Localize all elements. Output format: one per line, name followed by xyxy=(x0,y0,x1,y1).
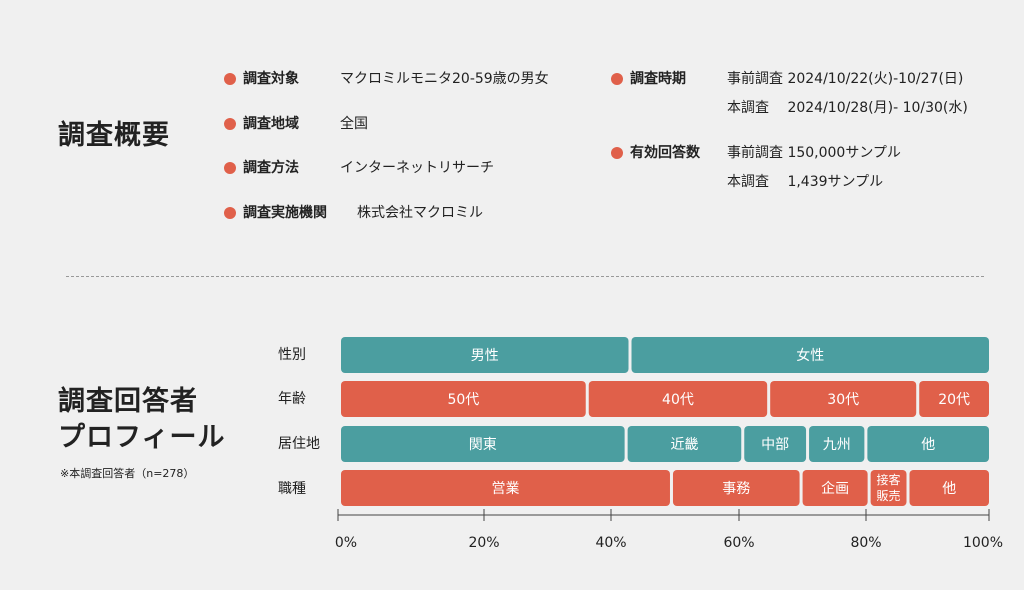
row-label: 居住地 xyxy=(278,436,320,452)
bar-segment xyxy=(867,426,989,462)
bar-segment-label: 九州 xyxy=(823,437,851,453)
x-tick-label: 0% xyxy=(335,535,357,551)
profile-heading-line1: 調査回答者 xyxy=(58,386,198,417)
profile-heading-line2: プロフィール xyxy=(58,422,226,453)
bar-segment xyxy=(341,426,625,462)
x-tick-label: 100% xyxy=(963,535,1003,551)
bar-segment-label: 中部 xyxy=(761,437,789,453)
overview-value-target: マクロミルモニタ20-59歳の男女 xyxy=(340,71,549,87)
bullet-dot xyxy=(224,207,236,219)
bar-segment xyxy=(341,470,670,506)
bar-segment-label: 他 xyxy=(921,437,935,453)
row-label: 職種 xyxy=(278,481,306,497)
bar-segment xyxy=(809,426,865,462)
overview-value-responses-main: 本調査 1,439サンプル xyxy=(727,174,884,190)
overview-label-method: 調査方法 xyxy=(243,160,299,176)
bar-segment-label: 50代 xyxy=(447,392,479,408)
bar-segment-label: 事務 xyxy=(722,481,750,497)
bar-segment xyxy=(588,381,768,417)
bar-segment xyxy=(870,470,907,506)
bar-segment-label: 20代 xyxy=(938,392,970,408)
bar-segment-label: 接客販売 xyxy=(877,472,901,503)
bar-segment xyxy=(802,470,868,506)
bar-segment xyxy=(627,426,742,462)
bar-segment-label: 女性 xyxy=(796,347,824,364)
bar-segment-label: 40代 xyxy=(662,392,694,408)
bar-segment xyxy=(909,470,989,506)
bar-segment xyxy=(341,337,629,373)
x-tick-label: 20% xyxy=(468,535,499,551)
overview-value-method: インターネットリサーチ xyxy=(340,160,494,176)
overview-value-period-main: 本調査 2024/10/28(月)- 10/30(水) xyxy=(727,100,968,116)
overview-value-period-pre: 事前調査 2024/10/22(火)-10/27(日) xyxy=(727,71,964,87)
bar-segment-label: 30代 xyxy=(827,392,859,408)
overview-label-period: 調査時期 xyxy=(630,71,686,87)
bar-segment xyxy=(744,426,807,462)
sample-size-note: ※本調査回答者（n=278） xyxy=(60,467,195,480)
bullet-dot xyxy=(611,147,623,159)
bar-segment-label: 近畿 xyxy=(670,437,698,453)
bar-segment-label: 営業 xyxy=(491,481,519,497)
bullet-dot xyxy=(224,73,236,85)
section-divider xyxy=(66,276,984,277)
bar-segment xyxy=(631,337,989,373)
bar-segment-label: 関東 xyxy=(469,437,497,453)
bar-segment-label: 男性 xyxy=(471,348,499,364)
x-tick-label: 80% xyxy=(850,535,881,551)
bullet-dot xyxy=(611,73,623,85)
overview-label-target: 調査対象 xyxy=(243,71,299,87)
bullet-dot xyxy=(224,162,236,174)
bullet-dot xyxy=(224,118,236,130)
overview-value-responses-pre: 事前調査 150,000サンプル xyxy=(727,145,901,161)
row-label: 性別 xyxy=(278,347,306,363)
row-label: 年齢 xyxy=(278,391,306,407)
overview-value-region: 全国 xyxy=(340,116,368,132)
x-tick-label: 60% xyxy=(723,535,754,551)
overview-label-responses: 有効回答数 xyxy=(630,145,700,161)
x-tick-label: 40% xyxy=(595,535,626,551)
overview-heading: 調査概要 xyxy=(58,120,170,151)
overview-label-org: 調査実施機関 xyxy=(243,205,327,221)
bar-segment xyxy=(919,381,989,417)
bar-segment-label: 企画 xyxy=(821,480,849,497)
overview-label-region: 調査地域 xyxy=(243,116,299,132)
bar-segment xyxy=(341,381,586,417)
bar-segment xyxy=(672,470,800,506)
overview-value-org: 株式会社マクロミル xyxy=(357,205,483,221)
bar-segment xyxy=(770,381,917,417)
bar-segment-label: 他 xyxy=(942,481,956,497)
